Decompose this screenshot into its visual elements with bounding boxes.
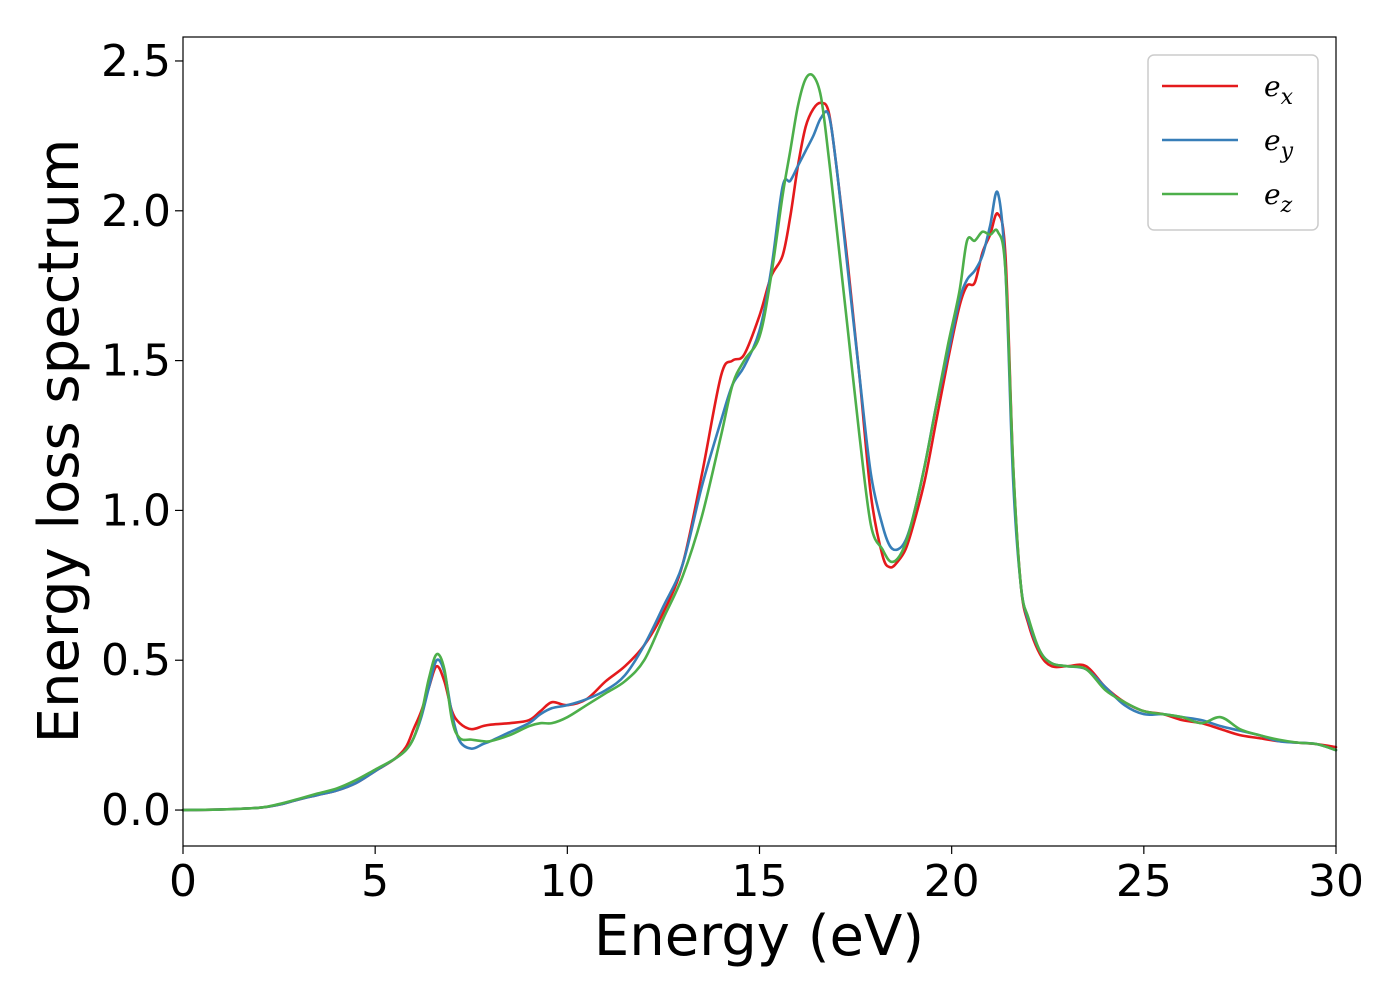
series-layer (181, 72, 1338, 812)
y-tick-label: 0.0 (101, 785, 171, 836)
x-tick-label: 15 (732, 856, 788, 907)
y-tick-label: 1.5 (101, 336, 171, 387)
y-axis-title: Energy loss spectrum (27, 139, 92, 744)
x-tick-label: 10 (539, 856, 595, 907)
x-axis: 0 5 10 15 20 25 30 (169, 846, 1364, 907)
y-tick-label: 1.0 (101, 485, 171, 536)
x-axis-title: Energy (eV) (594, 904, 924, 969)
y-axis: 0.0 0.5 1.0 1.5 2.0 2.5 (101, 36, 183, 836)
x-tick-label: 0 (169, 856, 197, 907)
y-tick-label: 2.5 (101, 36, 171, 87)
series-line-z (181, 72, 1338, 812)
x-tick-label: 25 (1116, 856, 1172, 907)
y-tick-label: 0.5 (101, 635, 171, 686)
x-tick-label: 30 (1308, 856, 1364, 907)
x-tick-label: 20 (924, 856, 980, 907)
y-tick-label: 2.0 (101, 186, 171, 237)
legend-box (1147, 54, 1319, 231)
x-tick-label: 5 (361, 856, 389, 907)
